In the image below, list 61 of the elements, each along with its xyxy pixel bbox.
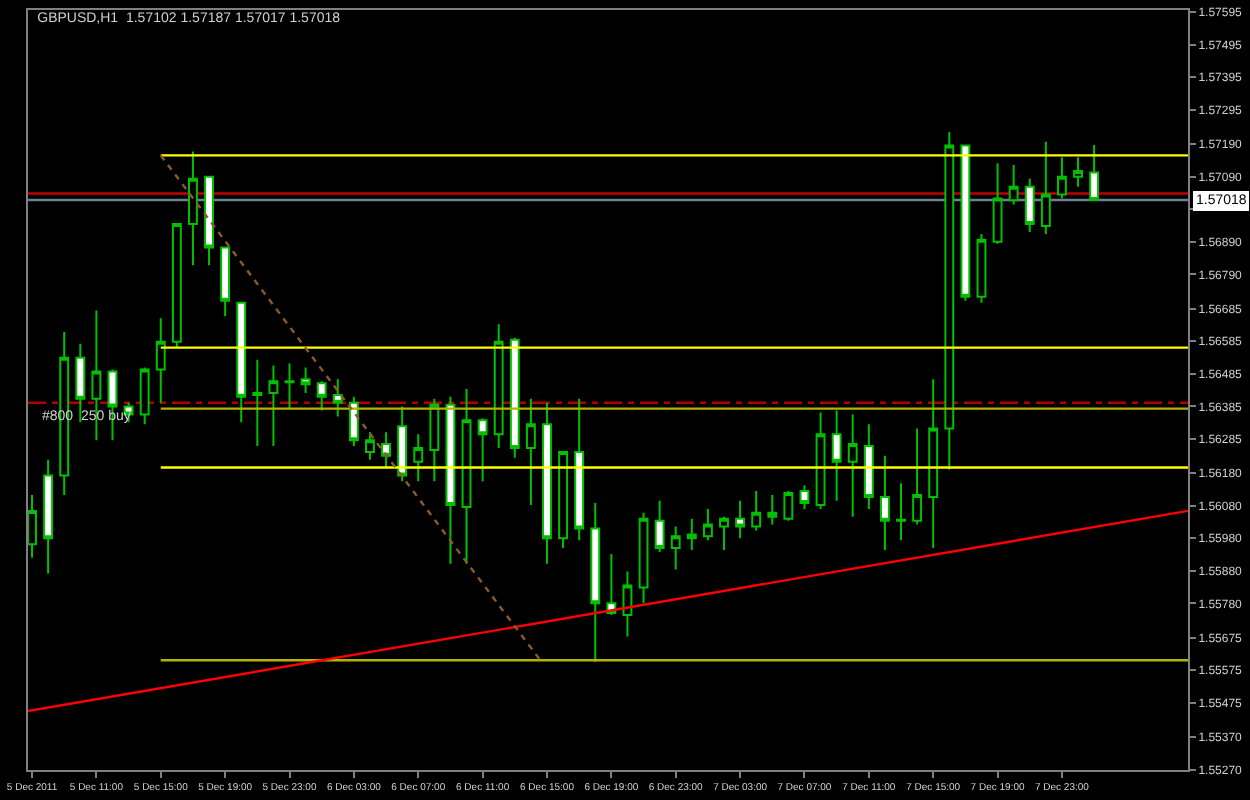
candlestick	[1040, 140, 1051, 235]
candlestick	[799, 484, 810, 510]
candlestick	[397, 405, 408, 483]
candlestick	[574, 397, 585, 542]
candlestick	[719, 515, 729, 552]
candlestick	[654, 499, 665, 553]
candlestick	[139, 366, 150, 426]
candlestick	[992, 162, 1003, 245]
candlestick	[268, 364, 279, 448]
candlestick	[1073, 156, 1083, 188]
candlestick	[525, 397, 536, 507]
candlestick	[831, 409, 842, 502]
candlestick	[509, 336, 520, 459]
candlestick	[284, 362, 295, 410]
candlestick	[944, 130, 955, 471]
candlestick	[686, 517, 697, 552]
candlestick	[960, 144, 971, 302]
candlestick	[863, 423, 874, 510]
candlestick	[155, 317, 166, 404]
candlestick	[751, 490, 762, 532]
candlestick	[381, 431, 391, 469]
candlestick	[188, 150, 198, 267]
candlestick	[1008, 164, 1019, 206]
candlestick	[477, 417, 488, 483]
candlestick	[43, 458, 54, 575]
candlestick	[638, 511, 649, 605]
candlestick	[28, 493, 37, 559]
candlestick	[1024, 177, 1035, 233]
candlestick	[928, 378, 939, 550]
candlestick	[879, 454, 890, 552]
candlestick	[847, 413, 858, 518]
candlestick	[815, 411, 826, 510]
candlestick	[622, 570, 633, 638]
candlestick	[365, 431, 375, 461]
candlestick	[316, 380, 327, 412]
candlestick	[606, 552, 617, 616]
candlestick	[493, 323, 504, 450]
candlestick	[558, 450, 569, 550]
candlestick	[445, 395, 456, 565]
candlestick	[1089, 143, 1100, 202]
candlestick	[171, 223, 182, 349]
candlestick	[976, 232, 987, 304]
candlestick	[912, 427, 923, 526]
candlestick	[896, 482, 906, 542]
candlestick	[300, 366, 311, 394]
candlestick	[1057, 156, 1067, 200]
candlestick	[783, 490, 794, 522]
candlestick	[204, 175, 214, 267]
candlestick	[461, 388, 472, 565]
candlestick	[220, 246, 231, 318]
candlestick	[670, 525, 681, 571]
candlestick	[332, 378, 343, 418]
candlestick	[590, 502, 601, 664]
candlestick	[702, 507, 713, 542]
candlestick	[767, 493, 778, 526]
candlestick	[413, 433, 424, 483]
candlestick	[735, 499, 746, 540]
candlestick	[542, 401, 552, 565]
candlestick	[429, 397, 440, 483]
candlestick	[252, 358, 263, 448]
candlestick	[236, 301, 247, 424]
